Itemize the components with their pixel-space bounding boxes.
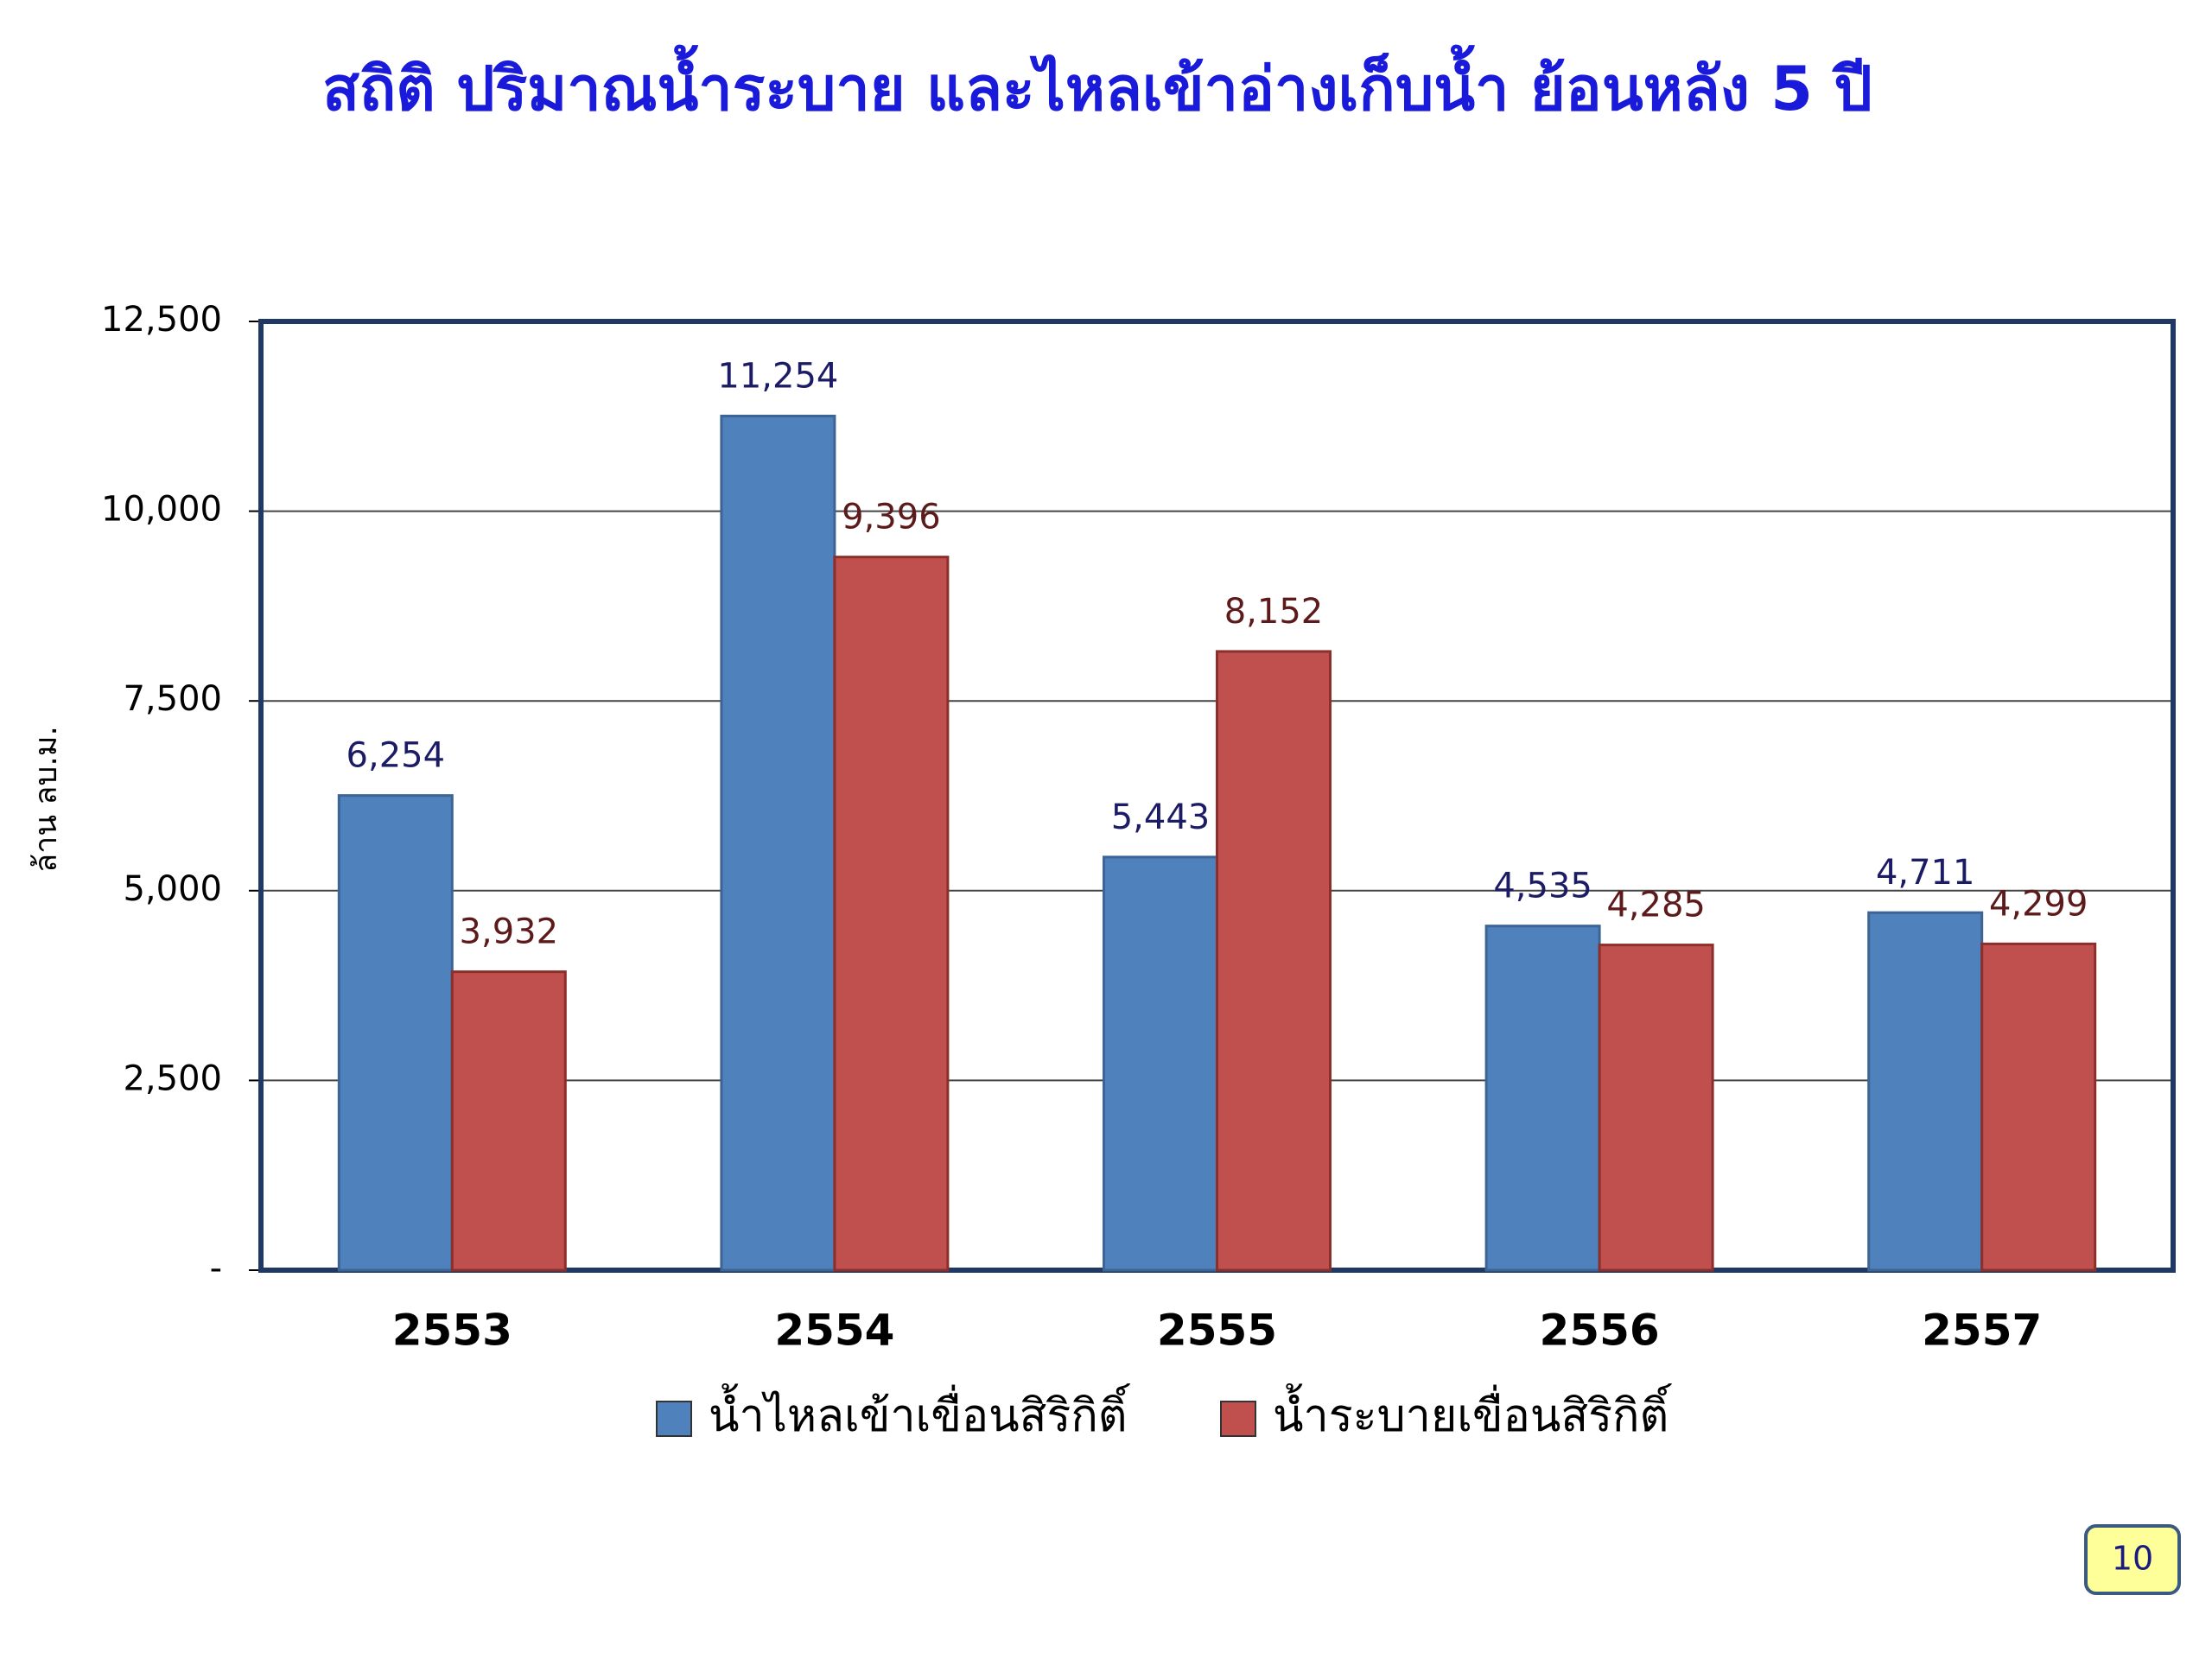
value-label: 5,443 <box>1111 798 1211 837</box>
legend-label: น้ำไหลเข้าเขื่อนสิริกิติ์ <box>709 1383 1131 1442</box>
y-tick-label: 12,500 <box>101 300 222 340</box>
y-tick-label: 5,000 <box>123 869 222 909</box>
value-label: 9,396 <box>842 498 941 537</box>
value-label: 4,285 <box>1606 886 1706 925</box>
value-label: 4,711 <box>1876 853 1975 893</box>
bar <box>1980 942 2097 1272</box>
value-label: 4,535 <box>1493 867 1592 906</box>
chart-title: สถิติ ปริมาณน้ำระบาย และไหลเข้าอ่างเก็บน… <box>322 44 1872 124</box>
page-number: 10 <box>2112 1540 2153 1578</box>
y-tick-label: - <box>210 1249 222 1288</box>
y-tick-label: 2,500 <box>123 1058 222 1098</box>
y-axis-label: ล้าน ลบ.ม. <box>29 726 64 873</box>
x-tick-label: 2557 <box>1922 1306 2042 1356</box>
bar <box>337 794 454 1272</box>
legend-label: น้ำระบายเขื่อนสิริกิติ์ <box>1273 1383 1672 1442</box>
bar <box>1103 855 1218 1272</box>
bar <box>720 414 836 1272</box>
bar <box>1216 650 1332 1272</box>
y-tick-label: 7,500 <box>123 679 222 719</box>
x-tick-label: 2554 <box>774 1306 894 1356</box>
value-label: 4,299 <box>1989 884 2088 924</box>
legend-swatch <box>1220 1401 1256 1437</box>
x-tick-label: 2553 <box>392 1306 512 1356</box>
page-number-box <box>2084 1524 2181 1595</box>
bar <box>1484 925 1601 1272</box>
value-label: 8,152 <box>1224 592 1324 632</box>
legend-swatch <box>656 1401 692 1437</box>
bar <box>1867 911 1984 1272</box>
bar <box>450 970 567 1272</box>
value-label: 6,254 <box>346 736 446 776</box>
bar <box>1598 944 1714 1272</box>
value-label: 11,254 <box>717 356 838 396</box>
value-label: 3,932 <box>460 912 559 952</box>
bar <box>833 556 950 1272</box>
y-tick-label: 10,000 <box>101 490 222 530</box>
x-tick-label: 2555 <box>1157 1306 1277 1356</box>
x-tick-label: 2556 <box>1540 1306 1660 1356</box>
